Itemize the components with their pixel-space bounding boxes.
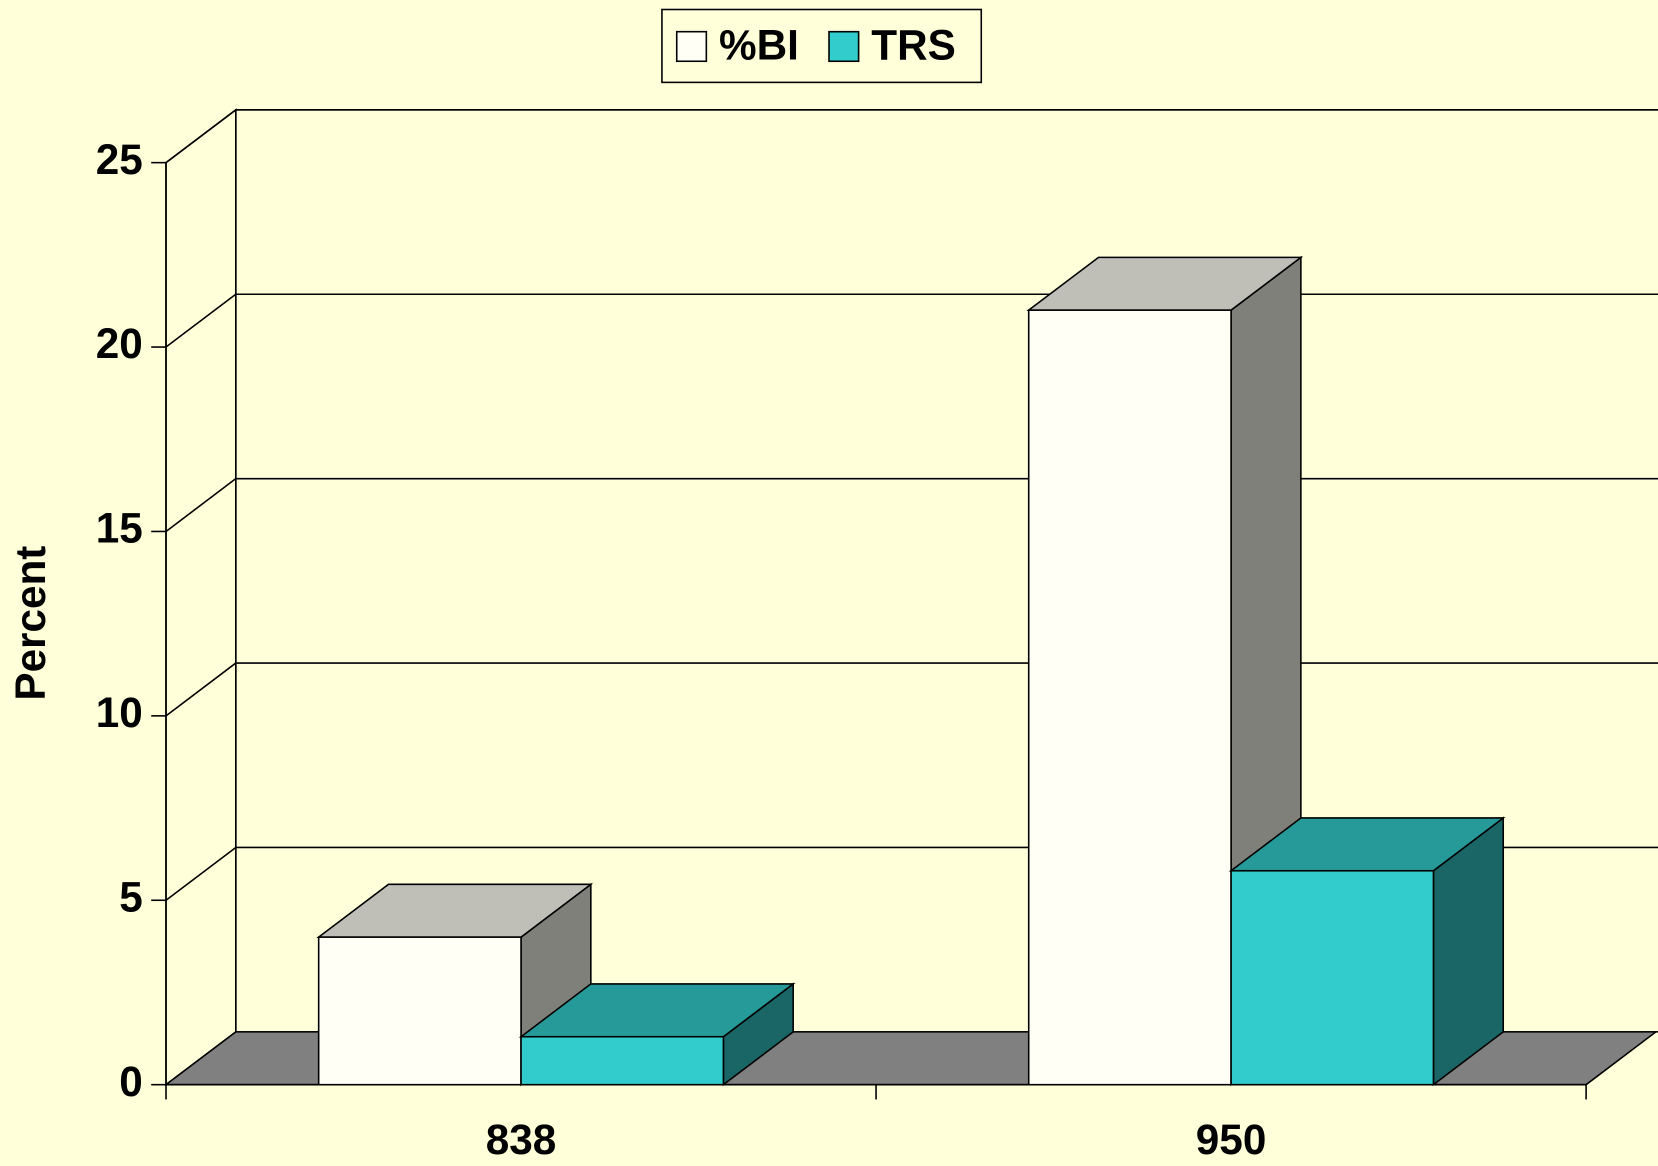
y-axis-label: Percent	[7, 546, 54, 701]
bar	[1230, 869, 1435, 1086]
bar	[1027, 309, 1232, 1086]
legend-swatch	[828, 30, 860, 63]
y-tick-label: 10	[96, 689, 143, 736]
legend-box	[661, 8, 983, 84]
y-tick-label: 15	[96, 505, 143, 552]
legend-label: TRS	[871, 22, 956, 69]
y-tick-label: 20	[96, 320, 143, 367]
bar	[520, 1035, 725, 1086]
grid-line	[165, 478, 237, 533]
x-tick-label: 950	[1196, 1116, 1267, 1163]
y-tick-label: 25	[96, 136, 143, 183]
y-tick-label: 5	[119, 873, 143, 920]
grid-line	[165, 662, 237, 717]
legend-label: %BI	[719, 22, 799, 69]
bar	[317, 936, 522, 1086]
grid-line	[165, 109, 237, 164]
grid-line	[165, 293, 237, 348]
legend-swatch	[675, 30, 708, 63]
x-tick-label: 838	[486, 1116, 557, 1163]
y-tick-label: 0	[119, 1058, 143, 1105]
grid-line	[165, 846, 237, 901]
